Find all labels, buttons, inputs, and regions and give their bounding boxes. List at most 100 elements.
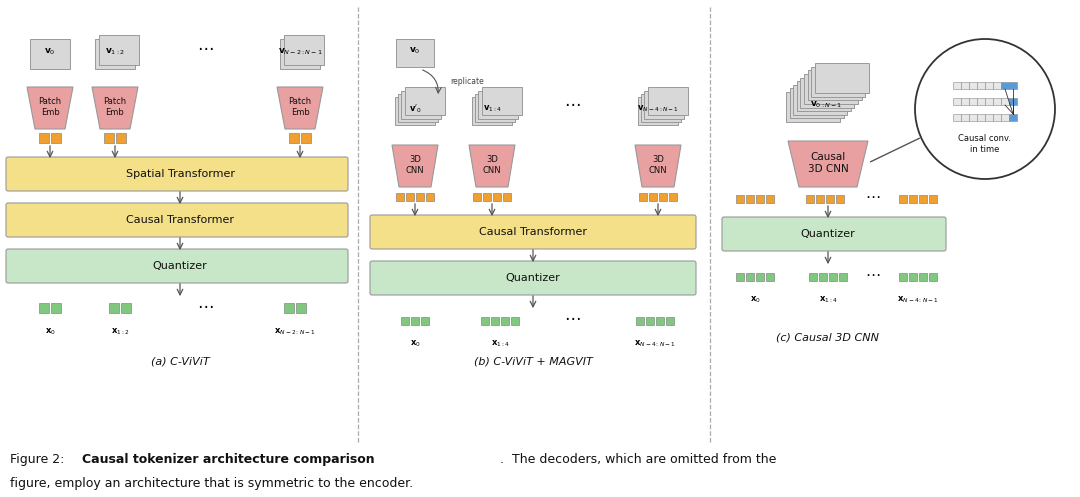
- Bar: [405, 87, 445, 115]
- Bar: [804, 74, 858, 104]
- Bar: [994, 82, 1000, 89]
- Bar: [909, 195, 917, 203]
- Bar: [280, 39, 320, 69]
- Bar: [648, 87, 688, 115]
- Polygon shape: [635, 145, 681, 187]
- Text: $\mathbf{x}_0$: $\mathbf{x}_0$: [44, 327, 55, 337]
- Bar: [836, 195, 843, 203]
- Text: Figure 2:: Figure 2:: [10, 452, 75, 466]
- Bar: [961, 82, 969, 89]
- Polygon shape: [392, 145, 438, 187]
- Bar: [961, 114, 969, 121]
- Bar: [811, 67, 865, 97]
- Bar: [399, 94, 438, 122]
- Bar: [656, 317, 664, 325]
- Bar: [121, 303, 132, 313]
- Bar: [954, 98, 960, 105]
- Bar: [808, 71, 862, 100]
- Bar: [39, 133, 49, 143]
- Bar: [402, 90, 442, 119]
- Bar: [502, 193, 511, 201]
- Bar: [473, 193, 482, 201]
- Bar: [807, 195, 814, 203]
- Bar: [411, 317, 419, 325]
- Bar: [645, 90, 685, 119]
- Bar: [636, 317, 645, 325]
- Polygon shape: [788, 141, 868, 187]
- Bar: [797, 81, 851, 111]
- Text: $\mathbf{x}_0$: $\mathbf{x}_0$: [750, 295, 760, 305]
- Bar: [970, 114, 976, 121]
- Bar: [659, 193, 667, 201]
- Bar: [737, 273, 744, 281]
- Bar: [961, 98, 969, 105]
- Bar: [793, 85, 847, 115]
- Text: $\mathbf{x}_{1:4}$: $\mathbf{x}_{1:4}$: [819, 295, 837, 305]
- Bar: [746, 273, 754, 281]
- Bar: [1001, 114, 1009, 121]
- Bar: [809, 273, 818, 281]
- Polygon shape: [27, 87, 73, 129]
- Bar: [826, 195, 834, 203]
- Bar: [766, 195, 773, 203]
- Bar: [994, 114, 1000, 121]
- Text: Causal tokenizer architecture comparison: Causal tokenizer architecture comparison: [82, 452, 375, 466]
- Bar: [117, 133, 126, 143]
- Text: $\mathbf{v}_{N-4:N-1}$: $\mathbf{v}_{N-4:N-1}$: [637, 104, 679, 114]
- Bar: [51, 133, 62, 143]
- Bar: [766, 273, 773, 281]
- Text: $\mathbf{x}_{N-4:N-1}$: $\mathbf{x}_{N-4:N-1}$: [897, 295, 939, 305]
- Bar: [1010, 82, 1016, 89]
- Text: $\mathbf{v}'_0$: $\mathbf{v}'_0$: [408, 103, 421, 115]
- Bar: [954, 82, 960, 89]
- FancyBboxPatch shape: [6, 249, 348, 283]
- Bar: [1010, 98, 1016, 105]
- Bar: [426, 193, 434, 201]
- Bar: [98, 35, 138, 66]
- Text: figure, employ an architecture that is symmetric to the encoder.: figure, employ an architecture that is s…: [10, 478, 414, 491]
- Bar: [39, 303, 49, 313]
- Bar: [929, 273, 936, 281]
- Bar: [756, 273, 764, 281]
- Bar: [475, 94, 515, 122]
- Bar: [954, 114, 960, 121]
- Bar: [511, 317, 518, 325]
- Text: $\mathbf{v}_0$: $\mathbf{v}_0$: [409, 46, 421, 56]
- Bar: [478, 90, 518, 119]
- Bar: [977, 98, 985, 105]
- Bar: [283, 35, 324, 66]
- Text: $\cdots$: $\cdots$: [197, 38, 214, 56]
- Text: Patch
Emb: Patch Emb: [104, 97, 126, 117]
- Bar: [638, 97, 678, 125]
- Bar: [492, 193, 501, 201]
- Bar: [816, 195, 824, 203]
- Bar: [985, 114, 993, 121]
- Bar: [95, 39, 135, 69]
- Text: Spatial Transformer: Spatial Transformer: [125, 169, 234, 179]
- FancyBboxPatch shape: [6, 203, 348, 237]
- Bar: [977, 114, 985, 121]
- Bar: [1010, 114, 1016, 121]
- Bar: [789, 88, 843, 118]
- Text: $\mathbf{v}_{0:N-1}$: $\mathbf{v}_{0:N-1}$: [810, 100, 842, 110]
- Bar: [482, 87, 522, 115]
- Bar: [639, 193, 647, 201]
- Bar: [482, 317, 489, 325]
- Text: replicate: replicate: [450, 77, 484, 85]
- Text: Quantizer: Quantizer: [800, 229, 855, 239]
- Bar: [296, 303, 307, 313]
- Bar: [401, 317, 409, 325]
- Bar: [109, 303, 119, 313]
- Bar: [646, 317, 654, 325]
- Bar: [814, 63, 868, 93]
- Bar: [649, 193, 657, 201]
- Bar: [929, 195, 936, 203]
- Text: Causal Transformer: Causal Transformer: [480, 227, 588, 237]
- Bar: [301, 133, 311, 143]
- Text: 3D
CNN: 3D CNN: [483, 155, 501, 175]
- Bar: [1001, 98, 1009, 105]
- Bar: [900, 195, 907, 203]
- Text: $\mathbf{x}_{1:2}$: $\mathbf{x}_{1:2}$: [110, 327, 130, 337]
- Bar: [985, 98, 993, 105]
- Bar: [51, 303, 62, 313]
